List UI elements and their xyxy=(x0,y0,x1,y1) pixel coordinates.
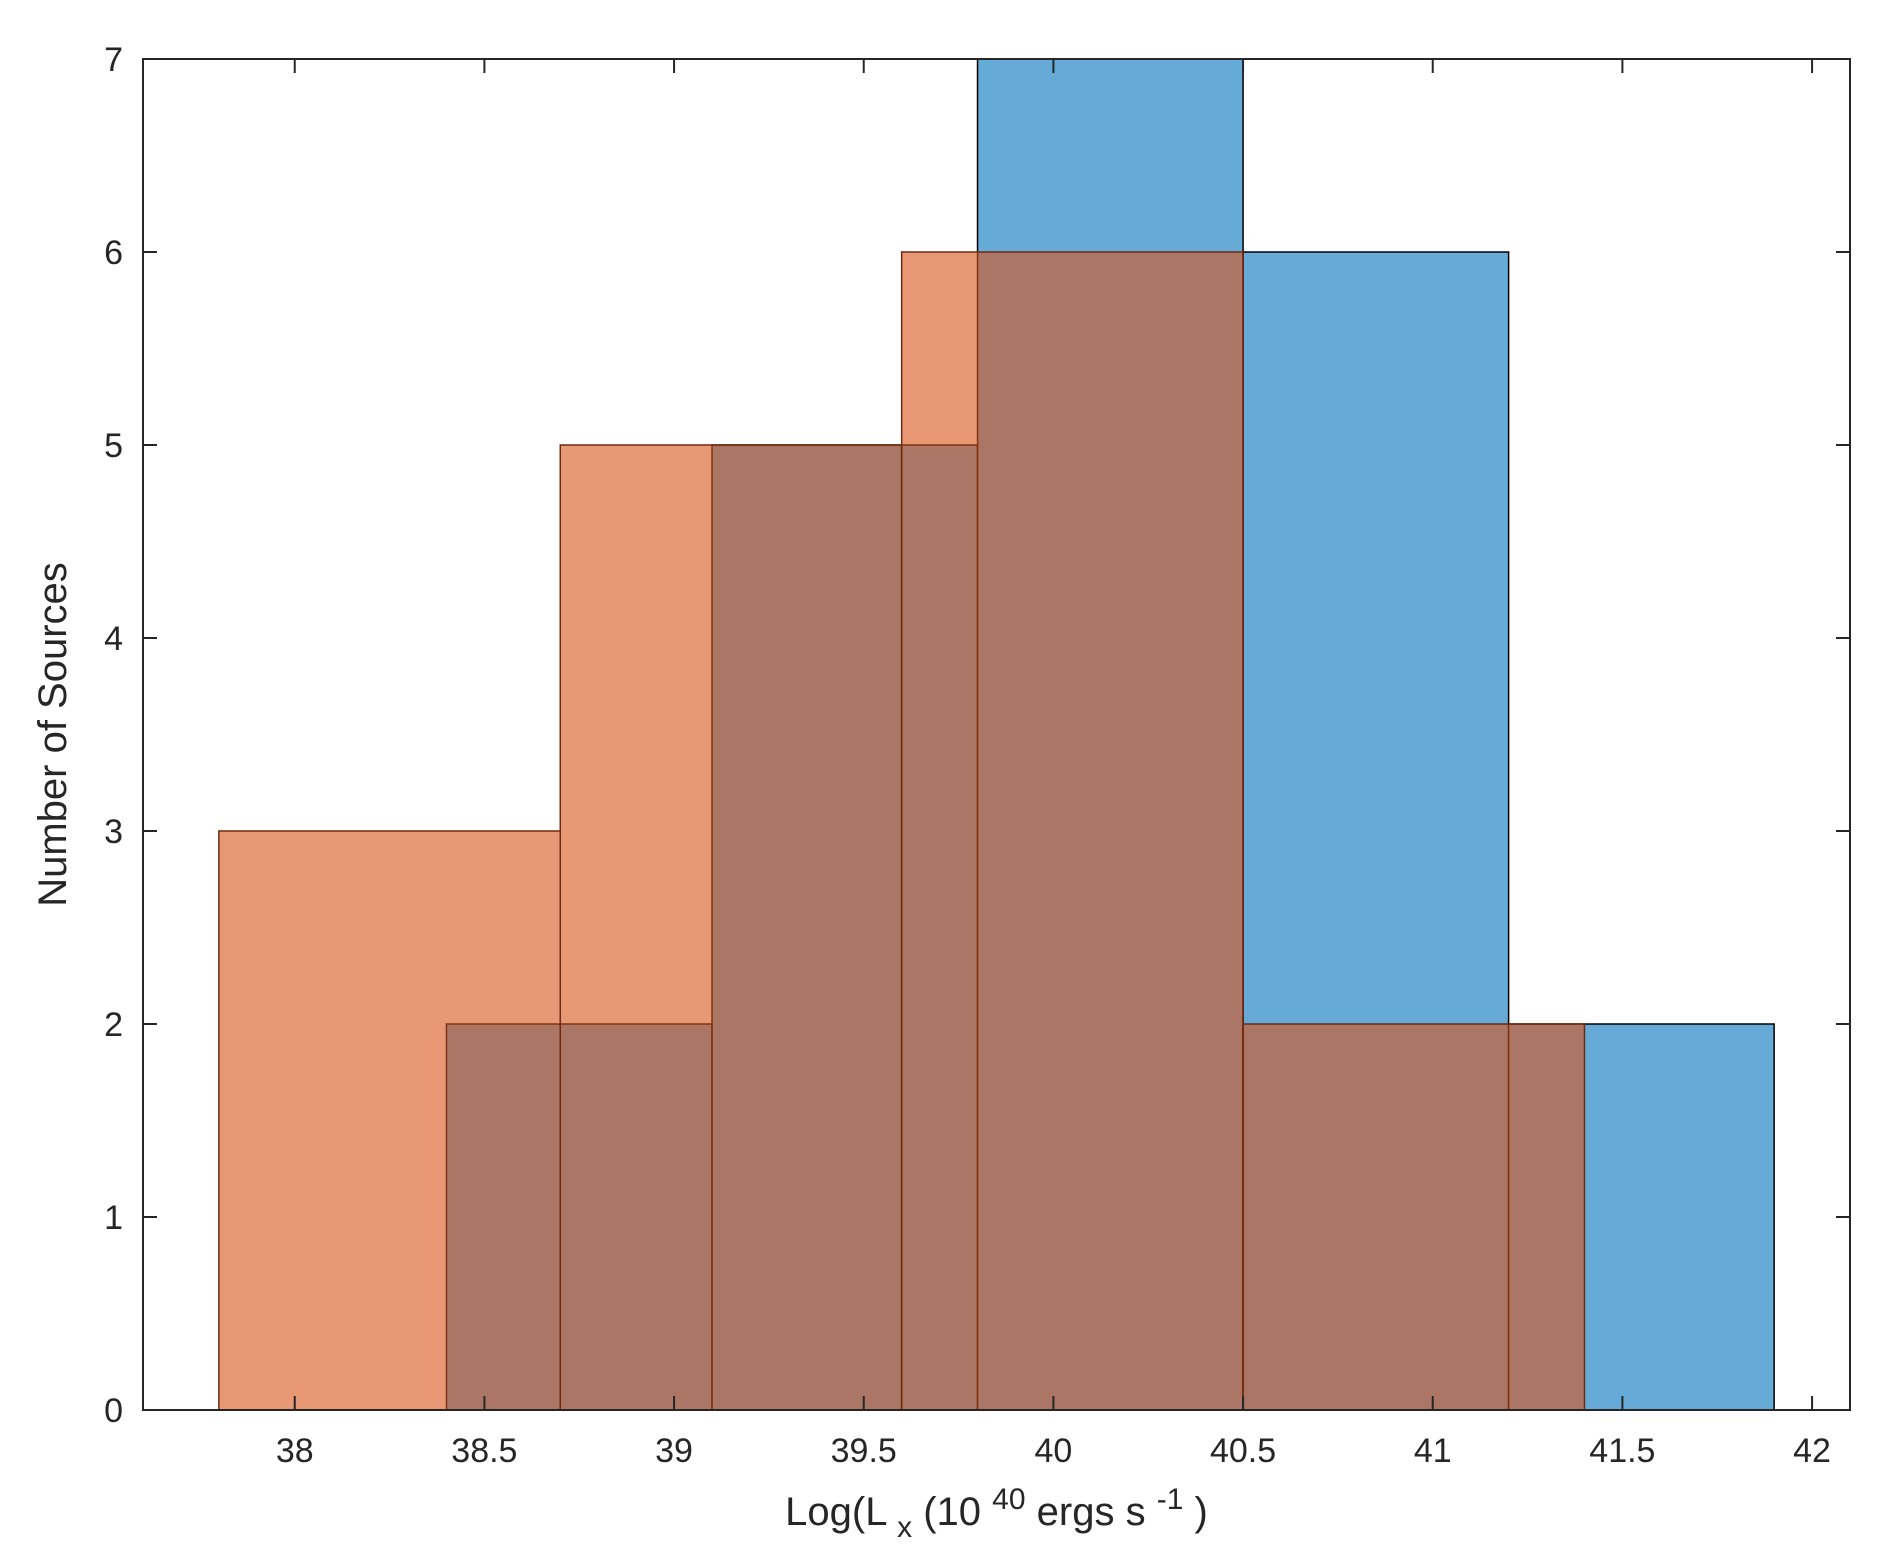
plot-frame xyxy=(142,58,1851,1411)
y-axis-title: Number of Sources xyxy=(31,562,75,907)
x-axis-title-superscript: 40 xyxy=(992,1483,1025,1516)
x-tick-label-7: 41 xyxy=(1414,1432,1452,1470)
histogram-bar-series-2-bin-2 xyxy=(559,444,903,1411)
x-tick-label-3: 39 xyxy=(655,1432,693,1470)
x-tick-label-6: 40.5 xyxy=(1210,1432,1276,1470)
x-axis-title-end: ) xyxy=(1195,1490,1208,1534)
y-tick-label-6: 5 xyxy=(104,427,123,465)
x-tick-label-2: 38.5 xyxy=(451,1432,517,1470)
x-tick-label-8: 41.5 xyxy=(1589,1432,1655,1470)
x-axis-title-superscript-2: -1 xyxy=(1157,1483,1184,1516)
y-tick-label-5: 4 xyxy=(104,620,123,658)
y-tick-label-8: 7 xyxy=(104,41,123,79)
histogram-bar-series-2-bin-4 xyxy=(1242,1023,1586,1411)
x-axis-title-prefix: Log(L xyxy=(785,1490,886,1534)
y-tick-label-2: 1 xyxy=(104,1199,123,1237)
bars-layer xyxy=(218,58,1775,1411)
x-tick-label-4: 39.5 xyxy=(831,1432,897,1470)
tick-labels-layer: 38 38.5 39 39.5 40 40.5 41 41.5 42 0 1 2 3 4 5 6 7 xyxy=(104,41,1831,1470)
x-axis-title-subscript: x xyxy=(897,1511,912,1544)
x-tick-label-5: 40 xyxy=(1034,1432,1072,1470)
x-axis-title: Log(L x (10 40 ergs s -1 ) xyxy=(785,1474,1208,1546)
x-axis-title-middle: (10 xyxy=(923,1490,981,1534)
y-tick-label-7: 6 xyxy=(104,234,123,272)
histogram-bar-series-2-bin-1 xyxy=(218,830,562,1411)
x-axis-title-tail: ergs s xyxy=(1037,1490,1146,1534)
histogram-bar-series-2-bin-3 xyxy=(900,251,1244,1411)
x-tick-label-9: 42 xyxy=(1793,1432,1831,1470)
ticks-layer xyxy=(143,58,1850,1411)
y-tick-label-4: 3 xyxy=(104,813,123,851)
x-tick-label-1: 38 xyxy=(276,1432,314,1470)
y-tick-label-3: 2 xyxy=(104,1006,123,1044)
y-tick-label-1: 0 xyxy=(104,1392,123,1430)
